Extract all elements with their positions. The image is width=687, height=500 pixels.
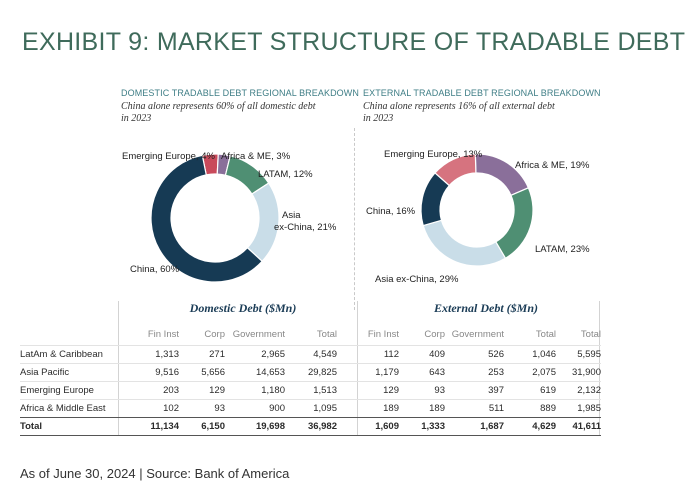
- table-cell: 1,609: [337, 417, 399, 436]
- table-cell: 6,150: [179, 417, 225, 436]
- table-cell: 93: [399, 381, 445, 400]
- donut-label: Emerging Europe, 4%: [122, 151, 215, 162]
- table-cell: 619: [504, 381, 556, 400]
- donut-slice-china: [150, 154, 264, 283]
- table-cell: 253: [445, 363, 504, 382]
- table-cell: 889: [504, 399, 556, 418]
- table-cell: 129: [337, 381, 399, 400]
- donut-label: Emerging Europe, 13%: [384, 149, 483, 160]
- table-cell: 409: [399, 345, 445, 364]
- external-donut-chart: Africa & ME, 19% LATAM, 23% Asia ex-China,…: [366, 149, 590, 285]
- column-header: Total: [316, 328, 337, 340]
- table-cell: 511: [445, 399, 504, 418]
- donut-label: Africa & ME, 19%: [515, 160, 590, 171]
- external-chart-subtitle: China alone represents 16% of all extern…: [363, 101, 555, 124]
- debt-table: Fin Inst Corp Government Total Fin Inst Corp G…: [20, 323, 601, 436]
- table-cell: 5,656: [179, 363, 225, 382]
- table-cell: 19,698: [225, 417, 285, 436]
- table-cell: 1,180: [225, 381, 285, 400]
- table-cell: 93: [179, 399, 225, 418]
- donut-label: Africa & ME, 3%: [221, 151, 291, 162]
- table-row: LatAm & Caribbean 1,313 271 2,965 4,549 112 40…: [20, 345, 601, 364]
- table-cell: 1,095: [285, 399, 337, 418]
- table-cell: 643: [399, 363, 445, 382]
- column-header: [20, 323, 119, 346]
- table-cell: 2,965: [225, 345, 285, 364]
- domestic-chart-subtitle: China alone represents 60% of all domest…: [121, 101, 316, 124]
- donut-label: LATAM, 23%: [535, 244, 590, 255]
- table-cell: 9,516: [119, 363, 179, 382]
- table-cell: 189: [337, 399, 399, 418]
- external-chart-title: EXTERNAL TRADABLE DEBT REGIONAL BREAKDOW…: [363, 88, 601, 98]
- table-cell: 29,825: [285, 363, 337, 382]
- table-cell: 2,075: [504, 363, 556, 382]
- donut-label: Asia ex-China, 29%: [375, 274, 459, 285]
- table-cell: 102: [119, 399, 179, 418]
- table-cell: 4,629: [504, 417, 556, 436]
- table-cell: 112: [337, 345, 399, 364]
- donut-slice-asia-ex-china: [422, 219, 507, 267]
- row-label: Africa & Middle East: [20, 399, 119, 418]
- table-cell: 36,982: [285, 417, 337, 436]
- domestic-debt-header: Domestic Debt ($Mn): [189, 301, 297, 315]
- table-cell: 900: [225, 399, 285, 418]
- column-header: Fin Inst: [147, 328, 179, 340]
- column-header: Corp: [424, 328, 445, 340]
- domestic-chart-title: DOMESTIC TRADABLE DEBT REGIONAL BREAKDOW…: [121, 88, 359, 98]
- table-cell: 2,132: [556, 381, 601, 400]
- donut-label: China, 16%: [366, 206, 416, 217]
- table-cell: 41,611: [556, 417, 601, 436]
- table-cell: 31,900: [556, 363, 601, 382]
- source-footnote: As of June 30, 2024 | Source: Bank of Am…: [20, 466, 290, 481]
- donut-label: China, 60%: [130, 264, 180, 275]
- table-cell: 1,046: [504, 345, 556, 364]
- external-debt-header: External Debt ($Mn): [433, 301, 538, 315]
- table-cell: 1,687: [445, 417, 504, 436]
- table-row: Africa & Middle East 102 93 900 1,095 189 189 5…: [20, 399, 601, 418]
- domestic-donut-chart: Emerging Europe, 4% Africa & ME, 3% LATAM,…: [122, 151, 337, 283]
- column-header: Total: [535, 328, 556, 340]
- table-cell: 129: [179, 381, 225, 400]
- row-label: Asia Pacific: [20, 363, 119, 382]
- donut-slice-emerging-europe: [434, 153, 477, 187]
- column-header: Total: [580, 328, 601, 340]
- row-label: LatAm & Caribbean: [20, 345, 119, 364]
- table-cell: 1,985: [556, 399, 601, 418]
- column-header: Fin Inst: [367, 328, 399, 340]
- table-cell: 526: [445, 345, 504, 364]
- table-cell: 5,595: [556, 345, 601, 364]
- row-label: Emerging Europe: [20, 381, 119, 400]
- donut-label: LATAM, 12%: [258, 169, 313, 180]
- table-cell: 1,179: [337, 363, 399, 382]
- table-cell: 203: [119, 381, 179, 400]
- column-header: Corp: [204, 328, 225, 340]
- table-cell: 14,653: [225, 363, 285, 382]
- column-header: Government: [451, 328, 504, 340]
- panel-divider: [354, 128, 355, 310]
- table-row: Emerging Europe 203 129 1,180 1,513 129 93 397 6…: [20, 381, 601, 400]
- table-cell: 189: [399, 399, 445, 418]
- table-cell: 1,313: [119, 345, 179, 364]
- table-cell: 1,513: [285, 381, 337, 400]
- table-cell: 397: [445, 381, 504, 400]
- row-label: Total: [20, 417, 119, 436]
- table-cell: 1,333: [399, 417, 445, 436]
- donut-slice-latam: [494, 187, 534, 260]
- column-header: Government: [232, 328, 285, 340]
- table-row: Asia Pacific 9,516 5,656 14,653 29,825 1,179 6…: [20, 363, 601, 382]
- table-cell: 4,549: [285, 345, 337, 364]
- page-title: EXHIBIT 9: MARKET STRUCTURE OF TRADABLE …: [22, 28, 686, 56]
- donut-label: Asia ex-China, 21%: [274, 210, 337, 233]
- table-header-row: Fin Inst Corp Government Total Fin Inst Corp G…: [20, 323, 601, 346]
- total-row: Total 11,134 6,150 19,698 36,982 1,609 1,333 1,…: [20, 417, 601, 436]
- table-cell: 271: [179, 345, 225, 364]
- table-cell: 11,134: [119, 417, 179, 436]
